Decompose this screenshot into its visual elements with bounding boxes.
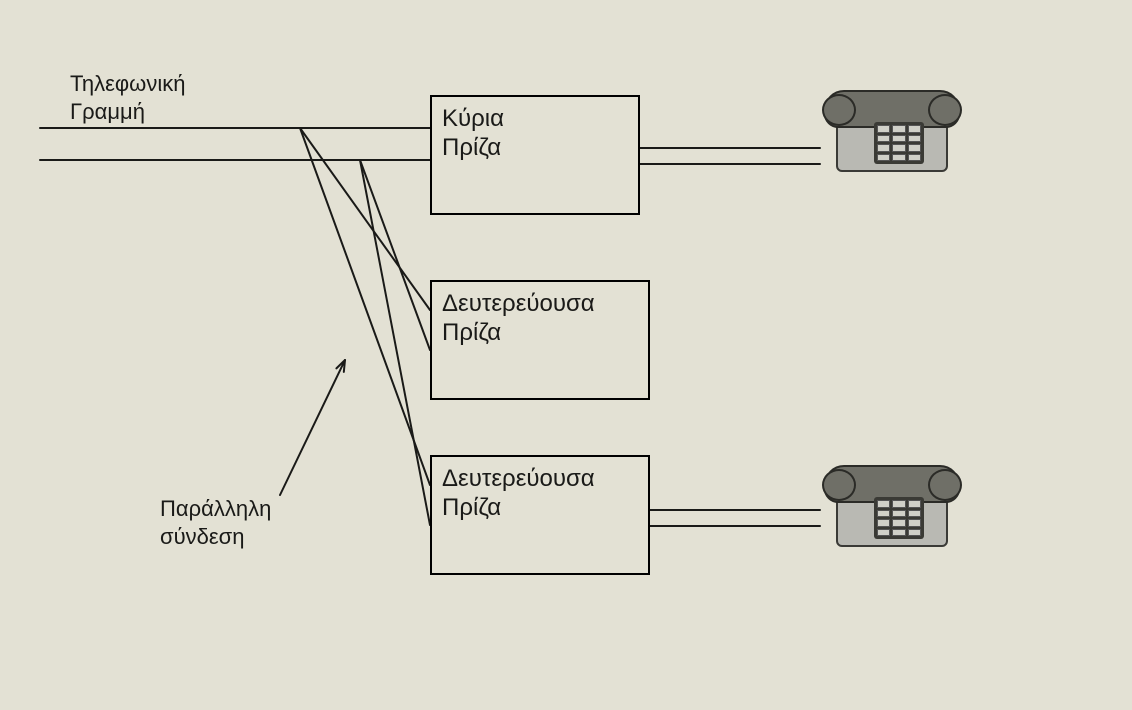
sec-socket-2: Δευτερεύουσα Πρίζα <box>430 455 650 575</box>
phone-top-icon <box>820 70 960 180</box>
main-socket: Κύρια Πρίζα <box>430 95 640 215</box>
diagram-stage: Κύρια Πρίζα Δευτερεύουσα Πρίζα Δευτερεύουσ… <box>0 0 1132 710</box>
sec-socket-1: Δευτερεύουσα Πρίζα <box>430 280 650 400</box>
parallel-connection-label: Παράλληλη σύνδεση <box>160 495 271 550</box>
phone-bottom-icon <box>820 445 960 555</box>
telephone-line-label: Τηλεφωνική Γραμμή <box>70 70 185 125</box>
